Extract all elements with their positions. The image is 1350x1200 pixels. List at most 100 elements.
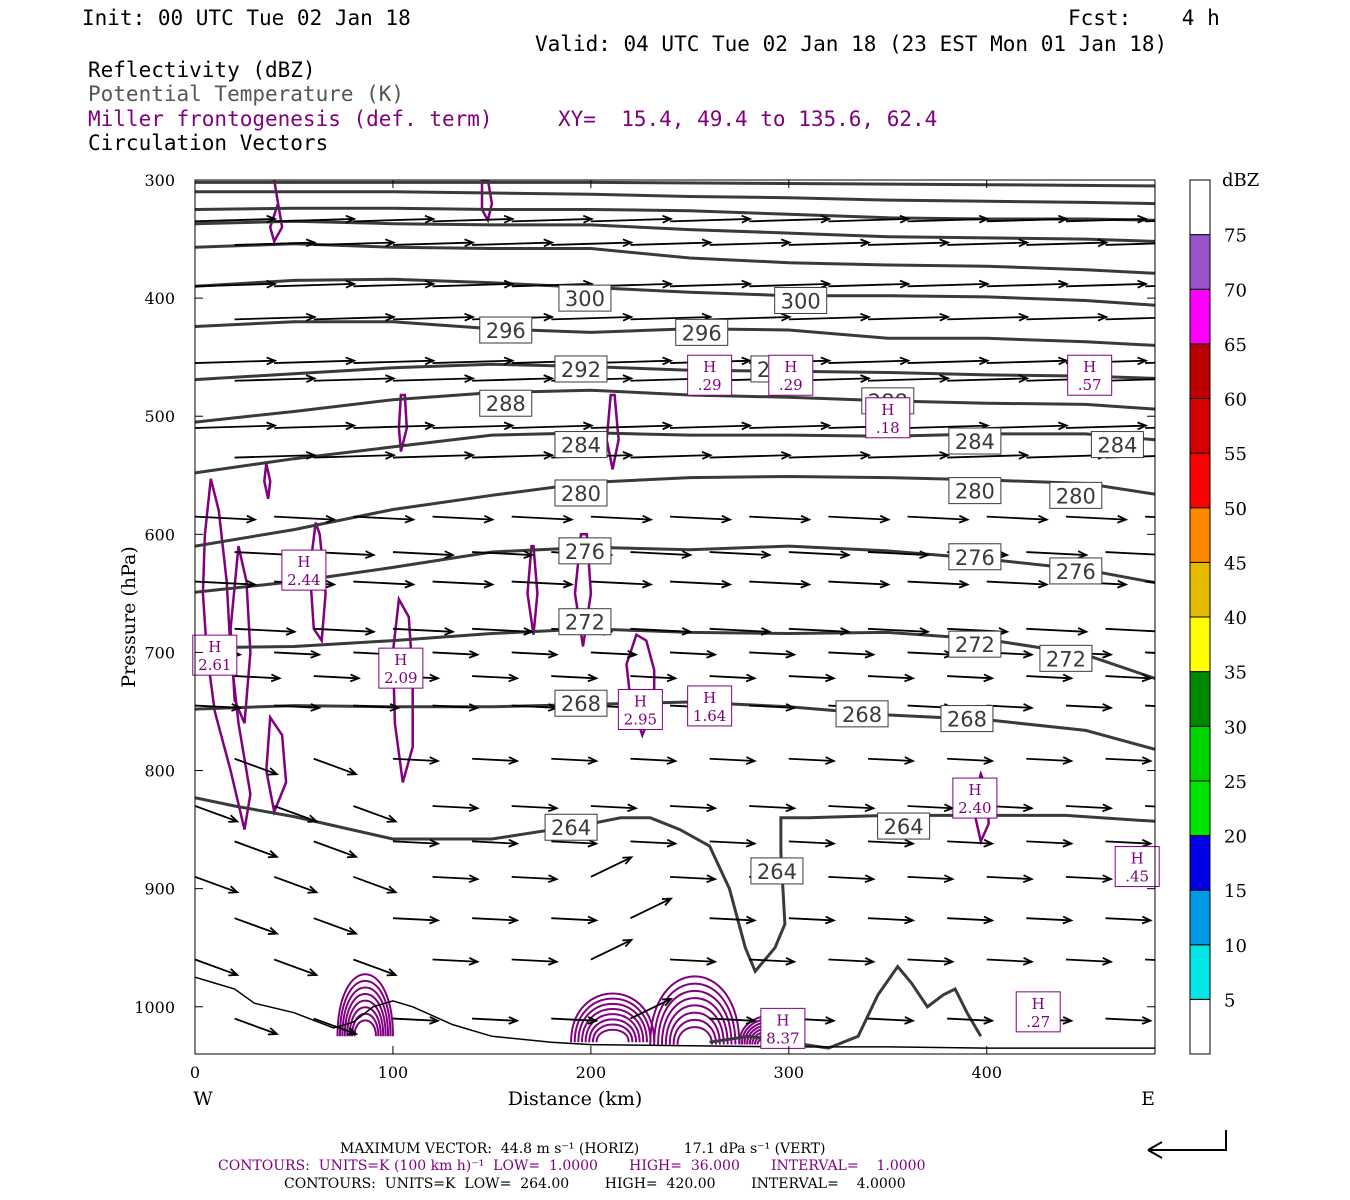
theta-label-276: 276 [565, 540, 605, 564]
vector-shaft [1065, 958, 1111, 963]
vector-head [681, 550, 693, 559]
vector-head [503, 279, 515, 289]
fronto-contour [268, 180, 284, 245]
vector-shaft [947, 1017, 993, 1022]
vector-shaft [709, 627, 770, 633]
x-end-label-east: E [1141, 1088, 1155, 1110]
legend-vectors: Circulation Vectors [88, 131, 329, 155]
vector-head [622, 451, 634, 460]
vector-shaft [195, 424, 275, 429]
vector-head [345, 356, 357, 366]
vector-head [721, 514, 733, 524]
vector-shaft [947, 917, 993, 922]
vector-head [666, 838, 678, 848]
vector-head [285, 627, 297, 636]
theta-contour-info: CONTOURS: UNITS=K LOW= 264.00 HIGH= 420.… [284, 1176, 906, 1192]
vector-head [820, 279, 832, 289]
fronto-high-box [1015, 991, 1061, 1033]
vector-head [939, 374, 951, 383]
fronto-high-label: H [634, 692, 647, 710]
vector-shaft [511, 218, 592, 223]
vector-head [347, 926, 359, 935]
fronto-high-box [281, 549, 327, 591]
vector-shaft [749, 424, 830, 429]
vector-head [860, 374, 872, 383]
colorbar-swatch [1189, 234, 1211, 290]
vector-shaft [590, 580, 651, 586]
vector-shaft [828, 359, 909, 364]
x-end-label-west: W [193, 1088, 213, 1110]
vector-head [325, 579, 337, 589]
vector-shaft [749, 805, 795, 810]
vector-head [231, 703, 243, 712]
vector-shaft [353, 515, 414, 521]
vector-head [310, 649, 322, 659]
vector-head [706, 649, 718, 659]
vector-shaft [867, 377, 948, 382]
vector-shaft [472, 917, 518, 922]
theta-label-280: 280 [561, 482, 601, 506]
theta-label-box [558, 537, 612, 565]
plot-axes: 300 400 500 600 700 800 900 1000 0 100 200 300 400 Di… [118, 171, 1156, 1110]
y-tick-label: 900 [144, 880, 175, 899]
vector-head [325, 514, 337, 524]
colorbar-level-label: 20 [1224, 827, 1247, 848]
vector-head [464, 312, 476, 322]
theta-label-box [554, 479, 608, 507]
theta-contour-312 [195, 206, 1155, 222]
vector-head [820, 214, 832, 224]
vector-shaft [511, 704, 557, 709]
vector-head [508, 1016, 520, 1025]
vector-head [745, 915, 757, 925]
vector-shaft [947, 675, 993, 680]
vector-shaft [1105, 757, 1151, 762]
colorbar-swatch [1189, 889, 1211, 946]
vector-shaft [670, 580, 731, 586]
vector-head [978, 356, 990, 366]
vector-head [662, 421, 674, 431]
vector-head [860, 312, 872, 322]
y-tick-label: 600 [144, 525, 175, 544]
vector-head [1022, 957, 1035, 966]
vector-shaft [195, 704, 240, 709]
vector-head [899, 214, 911, 224]
vector-head [800, 579, 812, 589]
vector-shaft [1026, 675, 1072, 680]
vector-head [706, 803, 718, 813]
theta-label-272: 272 [955, 633, 995, 657]
vector-shaft [432, 359, 513, 364]
theta-label-box [1049, 557, 1103, 585]
vector-head [1177, 239, 1185, 246]
vector-head [1022, 649, 1035, 659]
vector-head [860, 451, 872, 460]
vector-shaft [749, 282, 830, 288]
vector-shaft [788, 917, 834, 922]
fronto-high-label: H [1131, 850, 1144, 868]
vector-head [904, 915, 916, 925]
vector-shaft [1105, 316, 1155, 321]
vector-shaft [274, 651, 320, 656]
vector-head [386, 968, 398, 977]
vector-head [468, 649, 480, 659]
theta-label-300: 300 [781, 289, 821, 313]
vector-shaft [273, 805, 317, 823]
vector-head [1022, 874, 1035, 884]
fronto-high-label: H [703, 358, 716, 376]
vector-shaft [749, 958, 795, 963]
vector-shaft [551, 316, 632, 321]
colorbar-swatch [1189, 671, 1211, 727]
vector-head [547, 649, 559, 659]
vector-shaft [313, 627, 374, 633]
vector-head [745, 673, 757, 683]
fronto-high-value: 2.95 [624, 710, 657, 728]
fronto-high-value: 2.09 [384, 669, 417, 687]
vector-head [1217, 357, 1225, 364]
vector-head [864, 874, 876, 884]
vector-head [820, 356, 832, 366]
theta-contour-264 [195, 796, 1155, 975]
vector-head [785, 703, 797, 712]
vector-shaft [630, 627, 691, 633]
valid-time: Valid: 04 UTC Tue 02 Jan 18 (23 EST Mon … [535, 32, 1168, 56]
vector-shaft [1065, 875, 1111, 880]
vector-head [622, 238, 634, 248]
